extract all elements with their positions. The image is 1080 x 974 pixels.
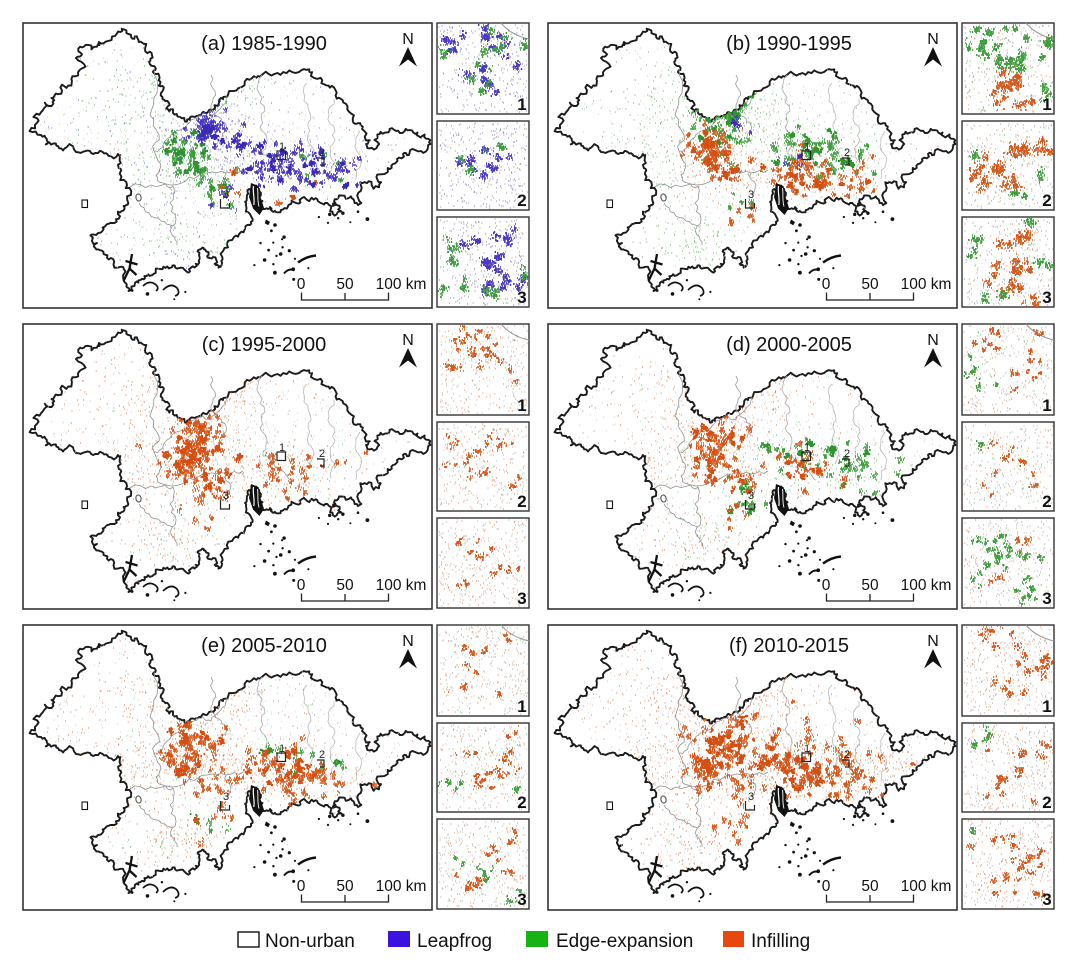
svg-text:1: 1 bbox=[517, 697, 526, 716]
svg-text:1: 1 bbox=[517, 396, 526, 415]
svg-text:Leapfrog: Leapfrog bbox=[417, 931, 492, 952]
svg-text:(d) 2000-2005: (d) 2000-2005 bbox=[726, 334, 852, 356]
svg-text:3: 3 bbox=[517, 589, 526, 608]
svg-text:3: 3 bbox=[517, 890, 526, 909]
svg-text:2: 2 bbox=[1042, 492, 1051, 511]
svg-text:(b) 1990-1995: (b) 1990-1995 bbox=[726, 33, 852, 55]
svg-text:(f) 2010-2015: (f) 2010-2015 bbox=[729, 635, 849, 657]
svg-text:3: 3 bbox=[1042, 288, 1051, 307]
svg-text:Infilling: Infilling bbox=[751, 931, 810, 952]
svg-text:1: 1 bbox=[1042, 95, 1051, 114]
svg-text:2: 2 bbox=[517, 793, 526, 812]
svg-text:Non-urban: Non-urban bbox=[265, 931, 355, 952]
svg-text:2: 2 bbox=[517, 492, 526, 511]
svg-text:1: 1 bbox=[517, 95, 526, 114]
svg-text:(e) 2005-2010: (e) 2005-2010 bbox=[201, 635, 327, 657]
svg-text:2: 2 bbox=[517, 191, 526, 210]
svg-text:(c) 1995-2000: (c) 1995-2000 bbox=[202, 334, 327, 356]
svg-text:(a) 1985-1990: (a) 1985-1990 bbox=[201, 33, 327, 55]
svg-text:1: 1 bbox=[1042, 396, 1051, 415]
svg-text:2: 2 bbox=[1042, 191, 1051, 210]
svg-text:Edge-expansion: Edge-expansion bbox=[556, 931, 693, 952]
svg-text:2: 2 bbox=[1042, 793, 1051, 812]
svg-text:3: 3 bbox=[1042, 589, 1051, 608]
svg-text:3: 3 bbox=[517, 288, 526, 307]
svg-text:3: 3 bbox=[1042, 890, 1051, 909]
svg-text:1: 1 bbox=[1042, 697, 1051, 716]
